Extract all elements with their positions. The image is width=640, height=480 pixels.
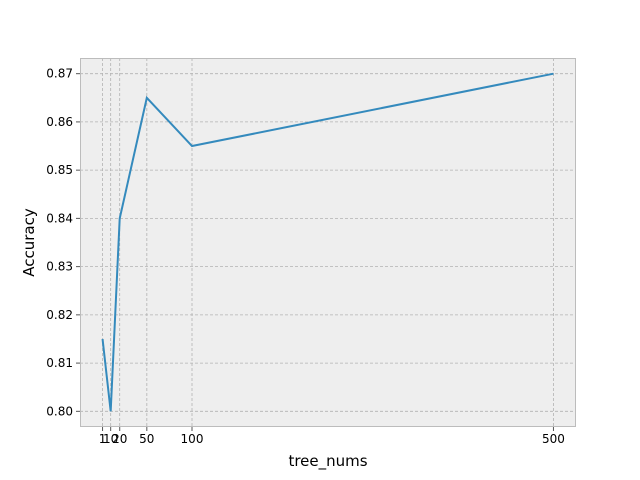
plot-frame (80, 58, 576, 427)
plot-area (80, 58, 576, 427)
y-tick-label: 0.84 (46, 211, 73, 225)
x-tick-label: 20 (112, 432, 127, 446)
x-axis-label: tree_nums (288, 452, 367, 471)
y-tick-label: 0.80 (46, 404, 73, 418)
y-gridlines (80, 73, 576, 412)
y-tick-label: 0.87 (46, 67, 73, 81)
y-axis-ticks: 0.80 0.81 0.82 0.83 0.84 0.85 0.86 0.87 (46, 67, 80, 418)
y-tick-label: 0.82 (46, 308, 73, 322)
y-axis-label: Accuracy (20, 208, 38, 277)
y-tick-label: 0.86 (46, 115, 73, 129)
x-gridlines (102, 58, 554, 427)
x-tick-label: 10 (103, 432, 118, 446)
y-tick-label: 0.83 (46, 260, 73, 274)
accuracy-series-line (101, 72, 554, 412)
x-tick-label: 500 (542, 432, 565, 446)
x-tick-label: 1 (99, 432, 107, 446)
x-tick-label: 100 (181, 432, 204, 446)
x-tick-label: 50 (139, 432, 154, 446)
y-tick-label: 0.85 (46, 163, 73, 177)
y-tick-label: 0.81 (46, 356, 73, 370)
